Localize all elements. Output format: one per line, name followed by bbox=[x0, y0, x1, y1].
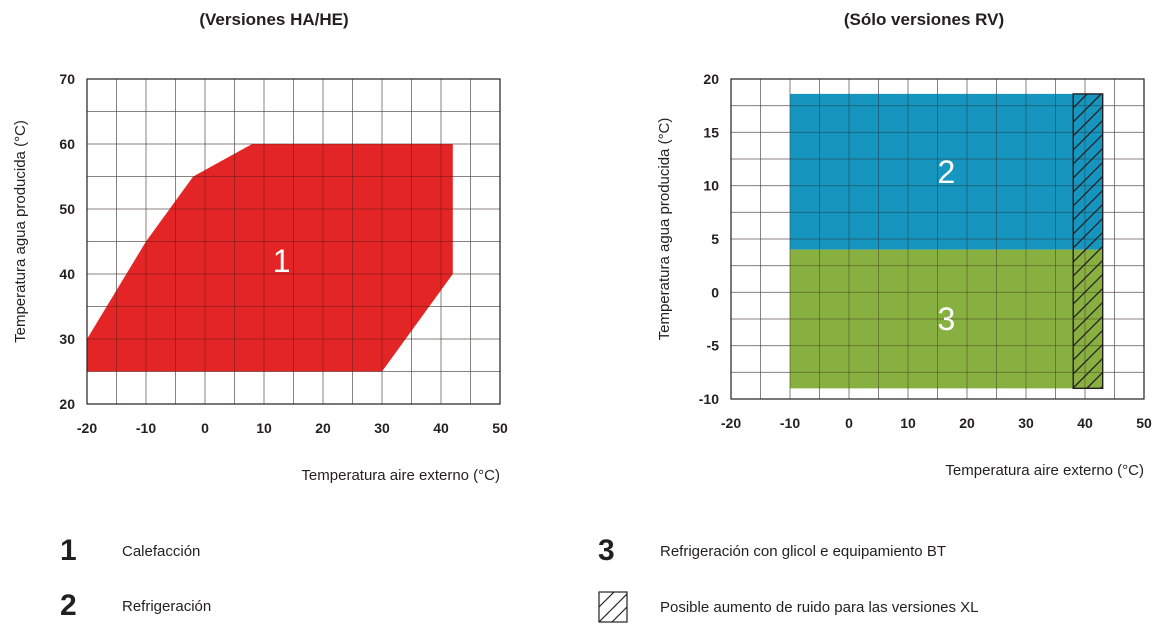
hatch-line bbox=[1073, 217, 1103, 249]
y-tick-label: 20 bbox=[59, 396, 75, 412]
x-tick-label: 30 bbox=[1018, 415, 1034, 431]
hatch-line bbox=[1073, 357, 1103, 389]
x-tick-label: 20 bbox=[959, 415, 975, 431]
x-axis-label: Temperatura aire externo (°C) bbox=[945, 462, 1144, 479]
x-tick-label: 30 bbox=[374, 420, 390, 436]
x-tick-label: -10 bbox=[780, 415, 800, 431]
hatch-line bbox=[1073, 133, 1103, 165]
x-tick-label: -20 bbox=[77, 420, 97, 436]
legend-item-2: 2 Refrigeración bbox=[60, 591, 211, 621]
y-tick-label: 30 bbox=[59, 331, 75, 347]
hatch-line bbox=[1073, 119, 1103, 151]
hatch-line bbox=[1073, 203, 1103, 235]
hatch-line bbox=[1073, 105, 1103, 137]
legend-item-hatch: Posible aumento de ruido para las versio… bbox=[598, 591, 979, 623]
hatch-line bbox=[1073, 175, 1103, 207]
x-tick-label: 0 bbox=[845, 415, 853, 431]
y-tick-label: 0 bbox=[711, 284, 719, 300]
hatch-line bbox=[1073, 301, 1103, 333]
legend-key: 3 bbox=[598, 534, 615, 567]
x-tick-label: 10 bbox=[256, 420, 272, 436]
x-tick-label: 40 bbox=[1077, 415, 1093, 431]
hatch-line bbox=[1073, 231, 1103, 263]
x-tick-label: 50 bbox=[492, 420, 508, 436]
x-tick-label: 0 bbox=[201, 420, 209, 436]
x-tick-label: 10 bbox=[900, 415, 916, 431]
chart-heating: 1 -20 -10 0 10 20 30 40 50 20 30 40 50 60 70 Temperatur… bbox=[12, 71, 508, 484]
y-axis-label: Temperatura agua producida (°C) bbox=[656, 118, 673, 341]
y-tick-label: 50 bbox=[59, 201, 75, 217]
hatch-line bbox=[1073, 259, 1103, 291]
chart-title-left: (Versiones HA/HE) bbox=[199, 10, 349, 29]
region-label-3: 3 bbox=[937, 301, 955, 337]
region-2 bbox=[790, 93, 1103, 250]
legend-item-3: 3 Refrigeración con glicol e equipamient… bbox=[598, 536, 946, 566]
x-axis-label: Temperatura aire externo (°C) bbox=[301, 467, 500, 484]
hatch-line bbox=[1073, 161, 1103, 193]
y-tick-label: 40 bbox=[59, 266, 75, 282]
legend-key: 1 bbox=[60, 534, 77, 567]
legend-text: Refrigeración bbox=[122, 597, 212, 615]
y-tick-label: 5 bbox=[711, 231, 719, 247]
plot-frame bbox=[86, 78, 501, 405]
hatch-line bbox=[1073, 315, 1103, 347]
hatch-line bbox=[1085, 371, 1103, 389]
x-tick-label: 20 bbox=[315, 420, 331, 436]
y-tick-label: 15 bbox=[703, 124, 719, 140]
y-tick-label: 10 bbox=[703, 178, 719, 194]
y-tick-label: 60 bbox=[59, 136, 75, 152]
region-1 bbox=[87, 144, 453, 372]
hatch-line bbox=[1073, 93, 1103, 123]
chart-title-right: (Sólo versiones RV) bbox=[843, 10, 1005, 29]
legend-text: Posible aumento de ruido para las versio… bbox=[660, 598, 979, 616]
hatch-line bbox=[1099, 385, 1103, 389]
region-3 bbox=[790, 249, 1103, 389]
legend-item-1: 1 Calefacción bbox=[60, 536, 200, 566]
hatch-line bbox=[1073, 147, 1103, 179]
y-tick-label: 70 bbox=[59, 71, 75, 87]
hatch-line bbox=[1073, 189, 1103, 221]
chart-cooling: 23-20 -10 0 10 20 30 40 50-10-505101520Temperat… bbox=[656, 71, 1152, 479]
hatch-swatch-icon bbox=[598, 591, 628, 623]
x-tick-label: -20 bbox=[721, 415, 741, 431]
y-axis-label: Temperatura agua producida (°C) bbox=[12, 120, 29, 343]
x-tick-label: 50 bbox=[1136, 415, 1152, 431]
hatch-line bbox=[1073, 273, 1103, 305]
legend-key: 2 bbox=[60, 589, 77, 622]
region-label-2: 2 bbox=[937, 154, 955, 190]
hatch-line bbox=[1073, 343, 1103, 375]
hatch-lines bbox=[1073, 93, 1103, 389]
plot-frame bbox=[730, 78, 1145, 400]
hatch-line bbox=[1073, 287, 1103, 319]
legend-text: Calefacción bbox=[122, 542, 201, 560]
x-tick-label: -10 bbox=[136, 420, 156, 436]
hatch-line bbox=[1073, 93, 1089, 109]
hatch-line bbox=[1073, 329, 1103, 361]
y-tick-label: 20 bbox=[703, 71, 719, 87]
x-tick-label: 40 bbox=[433, 420, 449, 436]
hatch-line bbox=[1073, 245, 1103, 277]
region-label-1: 1 bbox=[273, 243, 291, 279]
y-tick-label: -5 bbox=[707, 338, 720, 354]
y-tick-label: -10 bbox=[699, 391, 719, 407]
legend-text: Refrigeración con glicol e equipamiento … bbox=[660, 542, 946, 560]
